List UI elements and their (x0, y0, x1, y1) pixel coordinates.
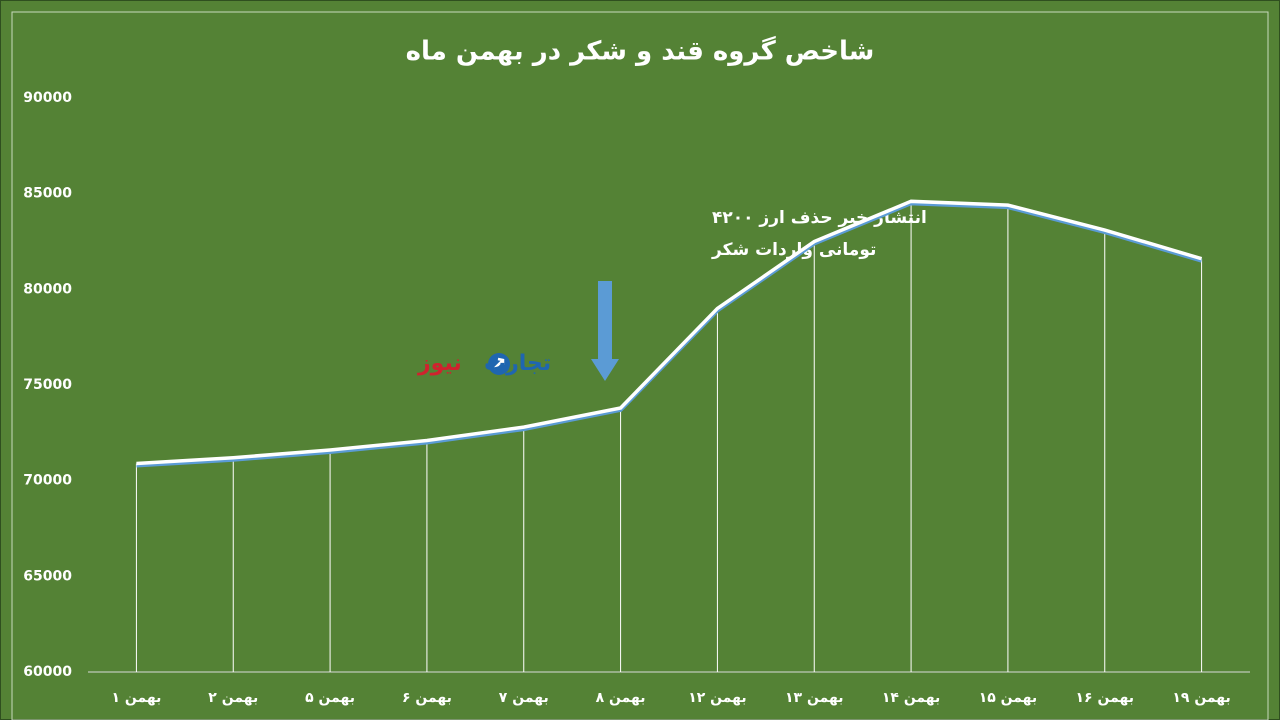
x-tick-label: ۸ بهمن (596, 690, 646, 706)
x-tick-label: ۱۳ بهمن (785, 690, 843, 706)
chart-title: شاخص گروه قند و شکر در بهمن ماه (406, 36, 875, 67)
y-tick-label: 90000 (23, 90, 72, 106)
watermark-text: نیوز (417, 351, 462, 376)
x-tick-label: ۱۵ بهمن (979, 690, 1037, 706)
y-tick-label: 80000 (23, 281, 72, 297)
y-tick-label: 60000 (23, 664, 72, 680)
annotation-arrow (591, 281, 619, 381)
watermark: تجارت نیوز (417, 351, 551, 376)
y-tick-label: 85000 (23, 186, 72, 202)
x-tick-label: ۱۴ بهمن (882, 690, 940, 706)
x-tick-label: ۱۲ بهمن (688, 690, 746, 706)
x-tick-label: ۶ بهمن (402, 690, 452, 706)
chart-border (11, 11, 1269, 720)
x-tick-label: ۱۹ بهمن (1172, 690, 1230, 706)
x-tick-label: ۲ بهمن (208, 690, 258, 706)
x-tick-label: ۷ بهمن (499, 690, 549, 706)
y-tick-label: 65000 (23, 568, 72, 584)
x-tick-label: ۱۶ بهمن (1076, 690, 1134, 706)
line (136, 199, 1203, 466)
x-tick-label: ۵ بهمن (305, 690, 355, 706)
annotation: انتشار خبر حذف ارز ۴۲۰۰ (712, 208, 927, 228)
y-tick-label: 70000 (23, 473, 72, 489)
y-tick-label: 75000 (23, 377, 72, 393)
x-tick-label: ۱ بهمن (111, 690, 161, 706)
annotation: تومانی واردات شکر (711, 240, 876, 260)
watermark-text: تجارت (484, 351, 551, 376)
